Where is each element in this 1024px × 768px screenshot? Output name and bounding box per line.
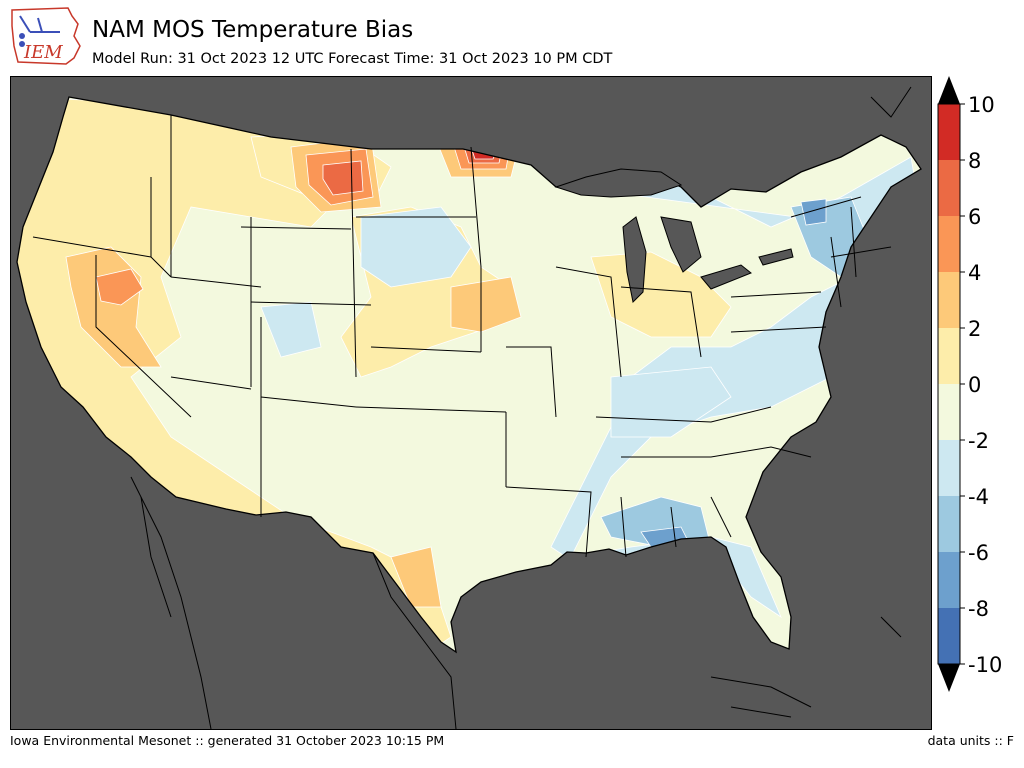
colorbar-segment bbox=[938, 384, 960, 440]
bias-zone-6-8-b bbox=[462, 142, 504, 164]
lake-huron-shape bbox=[660, 216, 702, 273]
colorbar-tick-label: 4 bbox=[968, 261, 981, 285]
colorbar-segment bbox=[938, 552, 960, 608]
colorbar-segment bbox=[938, 272, 960, 328]
colorbar-segment bbox=[938, 160, 960, 216]
logo-text: IEM bbox=[23, 42, 63, 63]
colorbar-segment bbox=[938, 608, 960, 664]
colorbar-tick-label: 8 bbox=[968, 149, 981, 173]
state-boundaries bbox=[32, 115, 892, 558]
colorbar-max-extend bbox=[938, 76, 960, 104]
colorbar-segment bbox=[938, 496, 960, 552]
bias-zone-0-2-c bbox=[590, 251, 732, 338]
colorbar-tick-label: -10 bbox=[968, 653, 1002, 677]
bias-zone-2-4-c bbox=[390, 546, 442, 608]
lake-erie-shape bbox=[700, 264, 752, 290]
colorbar-tick-label: 2 bbox=[968, 317, 981, 341]
page-subtitle: Model Run: 31 Oct 2023 12 UTC Forecast T… bbox=[92, 51, 613, 67]
iem-logo: IEM bbox=[11, 7, 81, 65]
colorbar-tick-label: -2 bbox=[968, 429, 989, 453]
colorbar-min-extend bbox=[938, 664, 960, 692]
colorbar-tick-label: 6 bbox=[968, 205, 981, 229]
lake-michigan-shape bbox=[622, 216, 647, 304]
lake-superior-shape bbox=[554, 168, 683, 198]
colorbar-tick-label: 10 bbox=[968, 93, 995, 117]
colorbar-segment bbox=[938, 104, 960, 160]
bias-zone-2-4-b bbox=[450, 276, 522, 333]
bias-zone-4-6 bbox=[95, 268, 144, 306]
bias-zone-6-8 bbox=[322, 160, 364, 196]
colorbar-segment bbox=[938, 328, 960, 384]
colorbar-segment bbox=[938, 440, 960, 496]
neighbor-boundaries bbox=[130, 86, 912, 729]
bias-zone-neg6-neg8-b bbox=[800, 198, 827, 226]
iowa-outline-shape bbox=[11, 7, 81, 65]
colorbar-tick-label: 0 bbox=[968, 373, 981, 397]
bias-map bbox=[10, 76, 932, 730]
colorbar: 10 8 6 4 2 0 -2 -4 -6 -8 -10 bbox=[937, 76, 1002, 692]
bias-zone-neg2-neg4-b bbox=[360, 206, 472, 288]
colorbar-tick-label: -6 bbox=[968, 541, 989, 565]
lake-ontario-shape bbox=[758, 248, 794, 266]
colorbar-tick-label: -4 bbox=[968, 485, 989, 509]
bias-zone-neg2-neg4-c bbox=[260, 301, 322, 358]
colorbar-tick-label: -8 bbox=[968, 597, 989, 621]
bias-zone-8-10 bbox=[470, 146, 498, 160]
footer-units: data units :: F bbox=[927, 733, 1014, 748]
page-title: NAM MOS Temperature Bias bbox=[92, 17, 414, 43]
colorbar-segment bbox=[938, 216, 960, 272]
bias-zone-2-4 bbox=[65, 246, 162, 368]
footer-credit: Iowa Environmental Mesonet :: generated … bbox=[10, 733, 445, 748]
bias-zone-neg2-neg4-d bbox=[610, 366, 732, 438]
